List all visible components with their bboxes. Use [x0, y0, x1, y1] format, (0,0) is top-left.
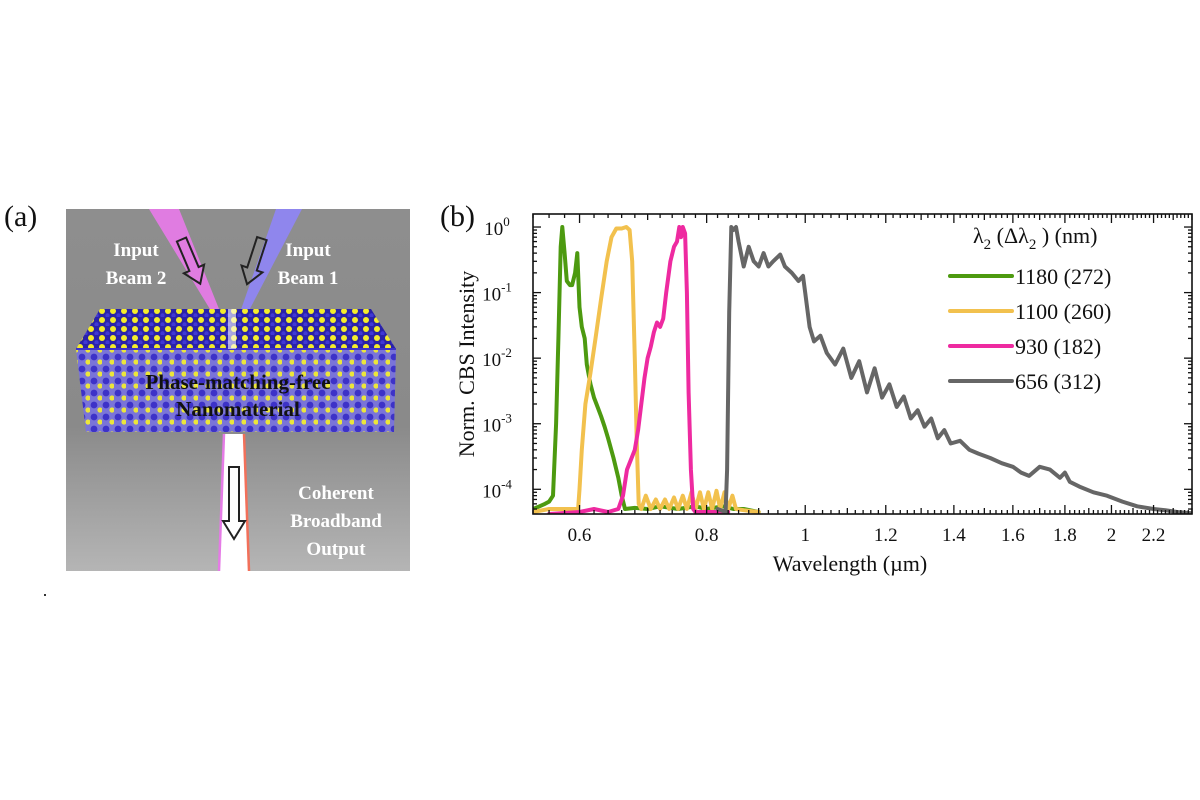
x-tick-label: 2.2 [1142, 525, 1166, 546]
legend-title: λ2 (Δλ2 ) (nm) [973, 223, 1097, 253]
y-tick-label-exponent: 0 [503, 214, 510, 229]
beam-2-label-line2: Beam 2 [106, 268, 167, 289]
legend-title-lambda: λ [973, 223, 984, 248]
legend-title-sub2: 2 [1029, 237, 1037, 253]
y-tick-label-base: 10 [482, 481, 501, 502]
legend-title-mid: (Δλ [991, 223, 1029, 248]
lattice-side-face [76, 349, 396, 432]
panel-a-label: (a) [4, 200, 38, 233]
y-axis-title: Norm. CBS Intensity [454, 271, 479, 457]
series-line-3 [715, 225, 1192, 514]
x-tick-label: 1.6 [1001, 525, 1025, 546]
beam-2-arrow-icon [175, 236, 206, 286]
x-tick-labels: 0.6 0.8 1 1.2 1.4 1.6 1.8 2 2.2 [568, 525, 1166, 546]
y-tick-label-exponent: -2 [501, 345, 512, 360]
x-axis-title: Wavelength (µm) [773, 551, 927, 576]
x-tick-label: 1.2 [874, 525, 898, 546]
legend-label-3: 656 (312) [1015, 369, 1101, 394]
x-tick-label: 0.6 [568, 525, 592, 546]
y-tick-label: 10-2 [482, 345, 512, 371]
schematic-svg: Input Beam 2 Input Beam 1 Phase-matching… [66, 209, 410, 571]
output-label-line3: Output [306, 539, 366, 560]
output-beam-edge-right [242, 433, 251, 571]
x-tick-label: 1.4 [942, 525, 966, 546]
output-label-line1: Coherent [298, 483, 374, 504]
stray-mark [44, 594, 46, 596]
legend-label-1: 1100 (260) [1015, 299, 1111, 324]
beam-1-arrow-icon [240, 235, 268, 286]
y-tick-label: 10-3 [482, 411, 512, 437]
legend-title-sub1: 2 [984, 237, 992, 253]
y-tick-label-base: 10 [482, 350, 501, 371]
y-tick-label-exponent: -4 [501, 476, 512, 491]
series-layer [533, 225, 1192, 514]
x-tick-label: 2 [1107, 525, 1117, 546]
ticks-layer [532, 214, 1193, 514]
x-tick-label: 1.8 [1053, 525, 1077, 546]
y-tick-label: 10-1 [482, 280, 512, 306]
beam-1-label-line2: Beam 1 [278, 268, 339, 289]
beam-focus [228, 309, 236, 349]
y-tick-label-base: 10 [482, 285, 501, 306]
series-line-2 [547, 225, 731, 514]
y-tick-label: 10-4 [482, 476, 512, 502]
beam-1-label-line1: Input [285, 240, 331, 261]
nanomaterial-schematic: Input Beam 2 Input Beam 1 Phase-matching… [66, 209, 410, 571]
series-line-1 [533, 225, 761, 514]
output-label-line2: Broadband [290, 511, 382, 532]
legend: λ2 (Δλ2 ) (nm) 1180 (272)1100 (260)930 (… [948, 223, 1111, 394]
beam-2-label-line1: Input [113, 240, 159, 261]
panel-b-label: (b) [440, 200, 475, 233]
output-beam-edge-left [217, 433, 226, 571]
input-beam-1 [236, 209, 302, 324]
spectra-chart: 100 10-1 10-2 10-3 10-4 0.6 0.8 1 1.2 1.4 1.6 1.8 2… [440, 200, 1200, 590]
material-label-line1: Phase-matching-free [145, 370, 330, 394]
x-tick-label: 0.8 [695, 525, 719, 546]
y-tick-label: 100 [484, 214, 510, 240]
y-tick-label-base: 10 [482, 416, 501, 437]
material-label-line2: Nanomaterial [176, 397, 300, 421]
legend-title-end: ) (nm) [1036, 223, 1097, 248]
y-tick-label-exponent: -1 [501, 280, 512, 295]
legend-label-0: 1180 (272) [1015, 264, 1111, 289]
y-tick-label-exponent: -3 [501, 411, 512, 426]
legend-label-2: 930 (182) [1015, 334, 1101, 359]
output-arrow-icon [221, 466, 247, 541]
y-tick-label-base: 10 [484, 219, 503, 240]
x-tick-label: 1 [800, 525, 810, 546]
